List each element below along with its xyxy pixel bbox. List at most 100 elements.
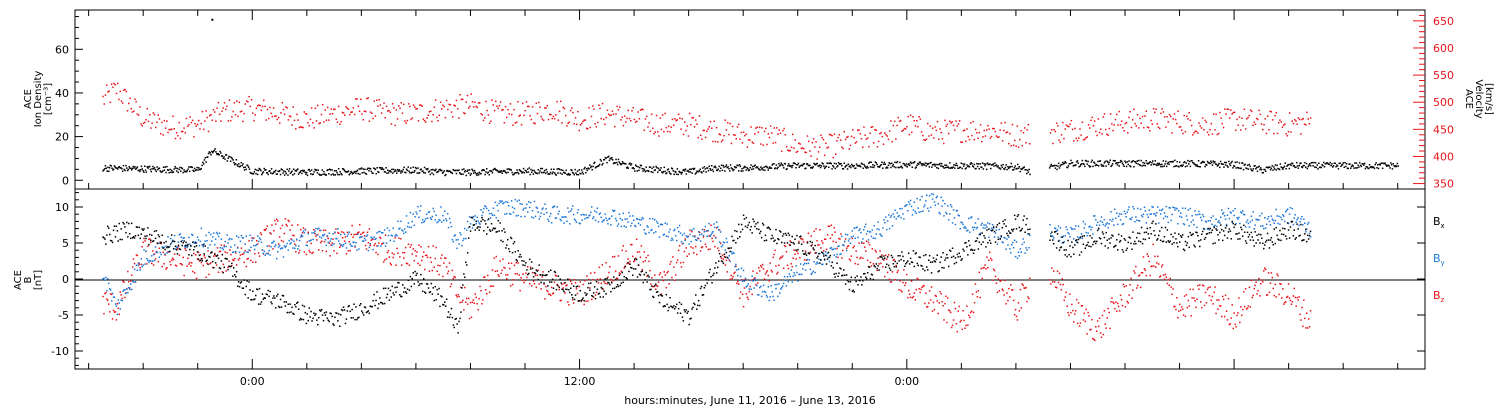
- density-point: [1284, 162, 1286, 164]
- by-point: [625, 226, 627, 228]
- density-point: [830, 162, 832, 165]
- by-point: [483, 207, 485, 210]
- by-point: [760, 295, 763, 298]
- bz-point: [684, 238, 686, 240]
- bz-point: [537, 269, 539, 271]
- density-point: [747, 169, 750, 172]
- by-point: [744, 277, 747, 280]
- velocity-point: [351, 111, 353, 113]
- velocity-point: [148, 114, 151, 116]
- velocity-point: [1167, 121, 1169, 123]
- velocity-point: [946, 123, 949, 126]
- bz-point: [596, 278, 599, 281]
- bz-point: [387, 250, 390, 252]
- velocity-point: [784, 134, 787, 136]
- velocity-point: [1133, 108, 1135, 111]
- density-point: [1078, 166, 1080, 168]
- velocity-point: [633, 118, 636, 121]
- bz-point: [1209, 286, 1211, 288]
- density-point: [1206, 164, 1208, 166]
- by-point: [824, 251, 827, 253]
- density-point: [1210, 160, 1212, 162]
- bz-point: [1253, 287, 1255, 290]
- density-point: [770, 167, 773, 169]
- by-point: [183, 237, 185, 239]
- density-point: [315, 169, 318, 171]
- bz-point: [256, 240, 258, 242]
- velocity-point: [396, 118, 399, 120]
- by-point: [797, 280, 799, 282]
- bz-point: [110, 293, 113, 296]
- by-point: [102, 278, 104, 280]
- by-point: [511, 206, 514, 209]
- density-point: [1333, 162, 1336, 164]
- by-point: [597, 221, 600, 223]
- density-point: [594, 167, 597, 169]
- velocity-point: [590, 115, 593, 118]
- density-point: [794, 163, 796, 165]
- density-point: [347, 170, 350, 172]
- density-point: [555, 174, 557, 176]
- by-point: [1079, 236, 1082, 238]
- velocity-point: [1269, 110, 1271, 113]
- velocity-point: [1268, 129, 1270, 131]
- density-point: [882, 163, 885, 165]
- density-point: [1323, 161, 1325, 164]
- bz-point: [1063, 299, 1065, 302]
- bz-point: [842, 249, 844, 252]
- density-point: [697, 171, 699, 173]
- density-point: [1106, 160, 1108, 162]
- density-point: [896, 160, 899, 163]
- velocity-point: [310, 107, 313, 109]
- by-point: [381, 232, 383, 234]
- by-point: [609, 217, 611, 220]
- bz-point: [427, 245, 430, 248]
- by-point: [189, 243, 191, 245]
- density-point: [847, 163, 850, 165]
- velocity-point: [1168, 114, 1171, 116]
- density-point: [1384, 162, 1386, 164]
- by-point: [415, 211, 417, 213]
- by-point: [317, 228, 319, 230]
- density-point: [248, 168, 251, 170]
- density-point: [1303, 164, 1305, 167]
- by-point: [1078, 237, 1081, 239]
- velocity-point: [513, 108, 515, 111]
- density-point: [1013, 167, 1016, 169]
- bz-point: [222, 263, 224, 266]
- by-point: [1092, 233, 1094, 235]
- velocity-point: [1004, 121, 1006, 124]
- density-point: [183, 169, 185, 171]
- density-point: [551, 172, 553, 175]
- velocity-point: [702, 129, 704, 132]
- density-point: [139, 170, 141, 173]
- density-point: [1120, 159, 1122, 162]
- bz-point: [546, 289, 548, 292]
- by-point: [462, 239, 464, 242]
- bz-point: [421, 259, 423, 262]
- density-point: [900, 166, 902, 168]
- velocity-point: [1116, 113, 1118, 116]
- velocity-point: [1109, 113, 1112, 115]
- velocity-point: [1300, 133, 1302, 135]
- bz-point: [978, 271, 980, 274]
- velocity-point: [461, 98, 464, 100]
- by-point: [225, 245, 227, 248]
- density-point: [157, 168, 159, 171]
- by-point: [151, 260, 154, 262]
- bz-point: [876, 269, 878, 272]
- density-point: [1233, 165, 1235, 167]
- by-point: [958, 215, 960, 217]
- bz-point: [940, 293, 942, 295]
- velocity-point: [140, 123, 142, 125]
- velocity-point: [158, 118, 161, 120]
- velocity-point: [155, 126, 157, 129]
- bz-point: [137, 262, 140, 264]
- bz-point: [419, 264, 421, 266]
- density-point: [465, 174, 467, 177]
- density-point: [1168, 163, 1170, 165]
- velocity-point: [682, 133, 685, 136]
- velocity-point: [1282, 124, 1285, 126]
- by-point: [973, 226, 976, 229]
- bz-point: [793, 249, 795, 251]
